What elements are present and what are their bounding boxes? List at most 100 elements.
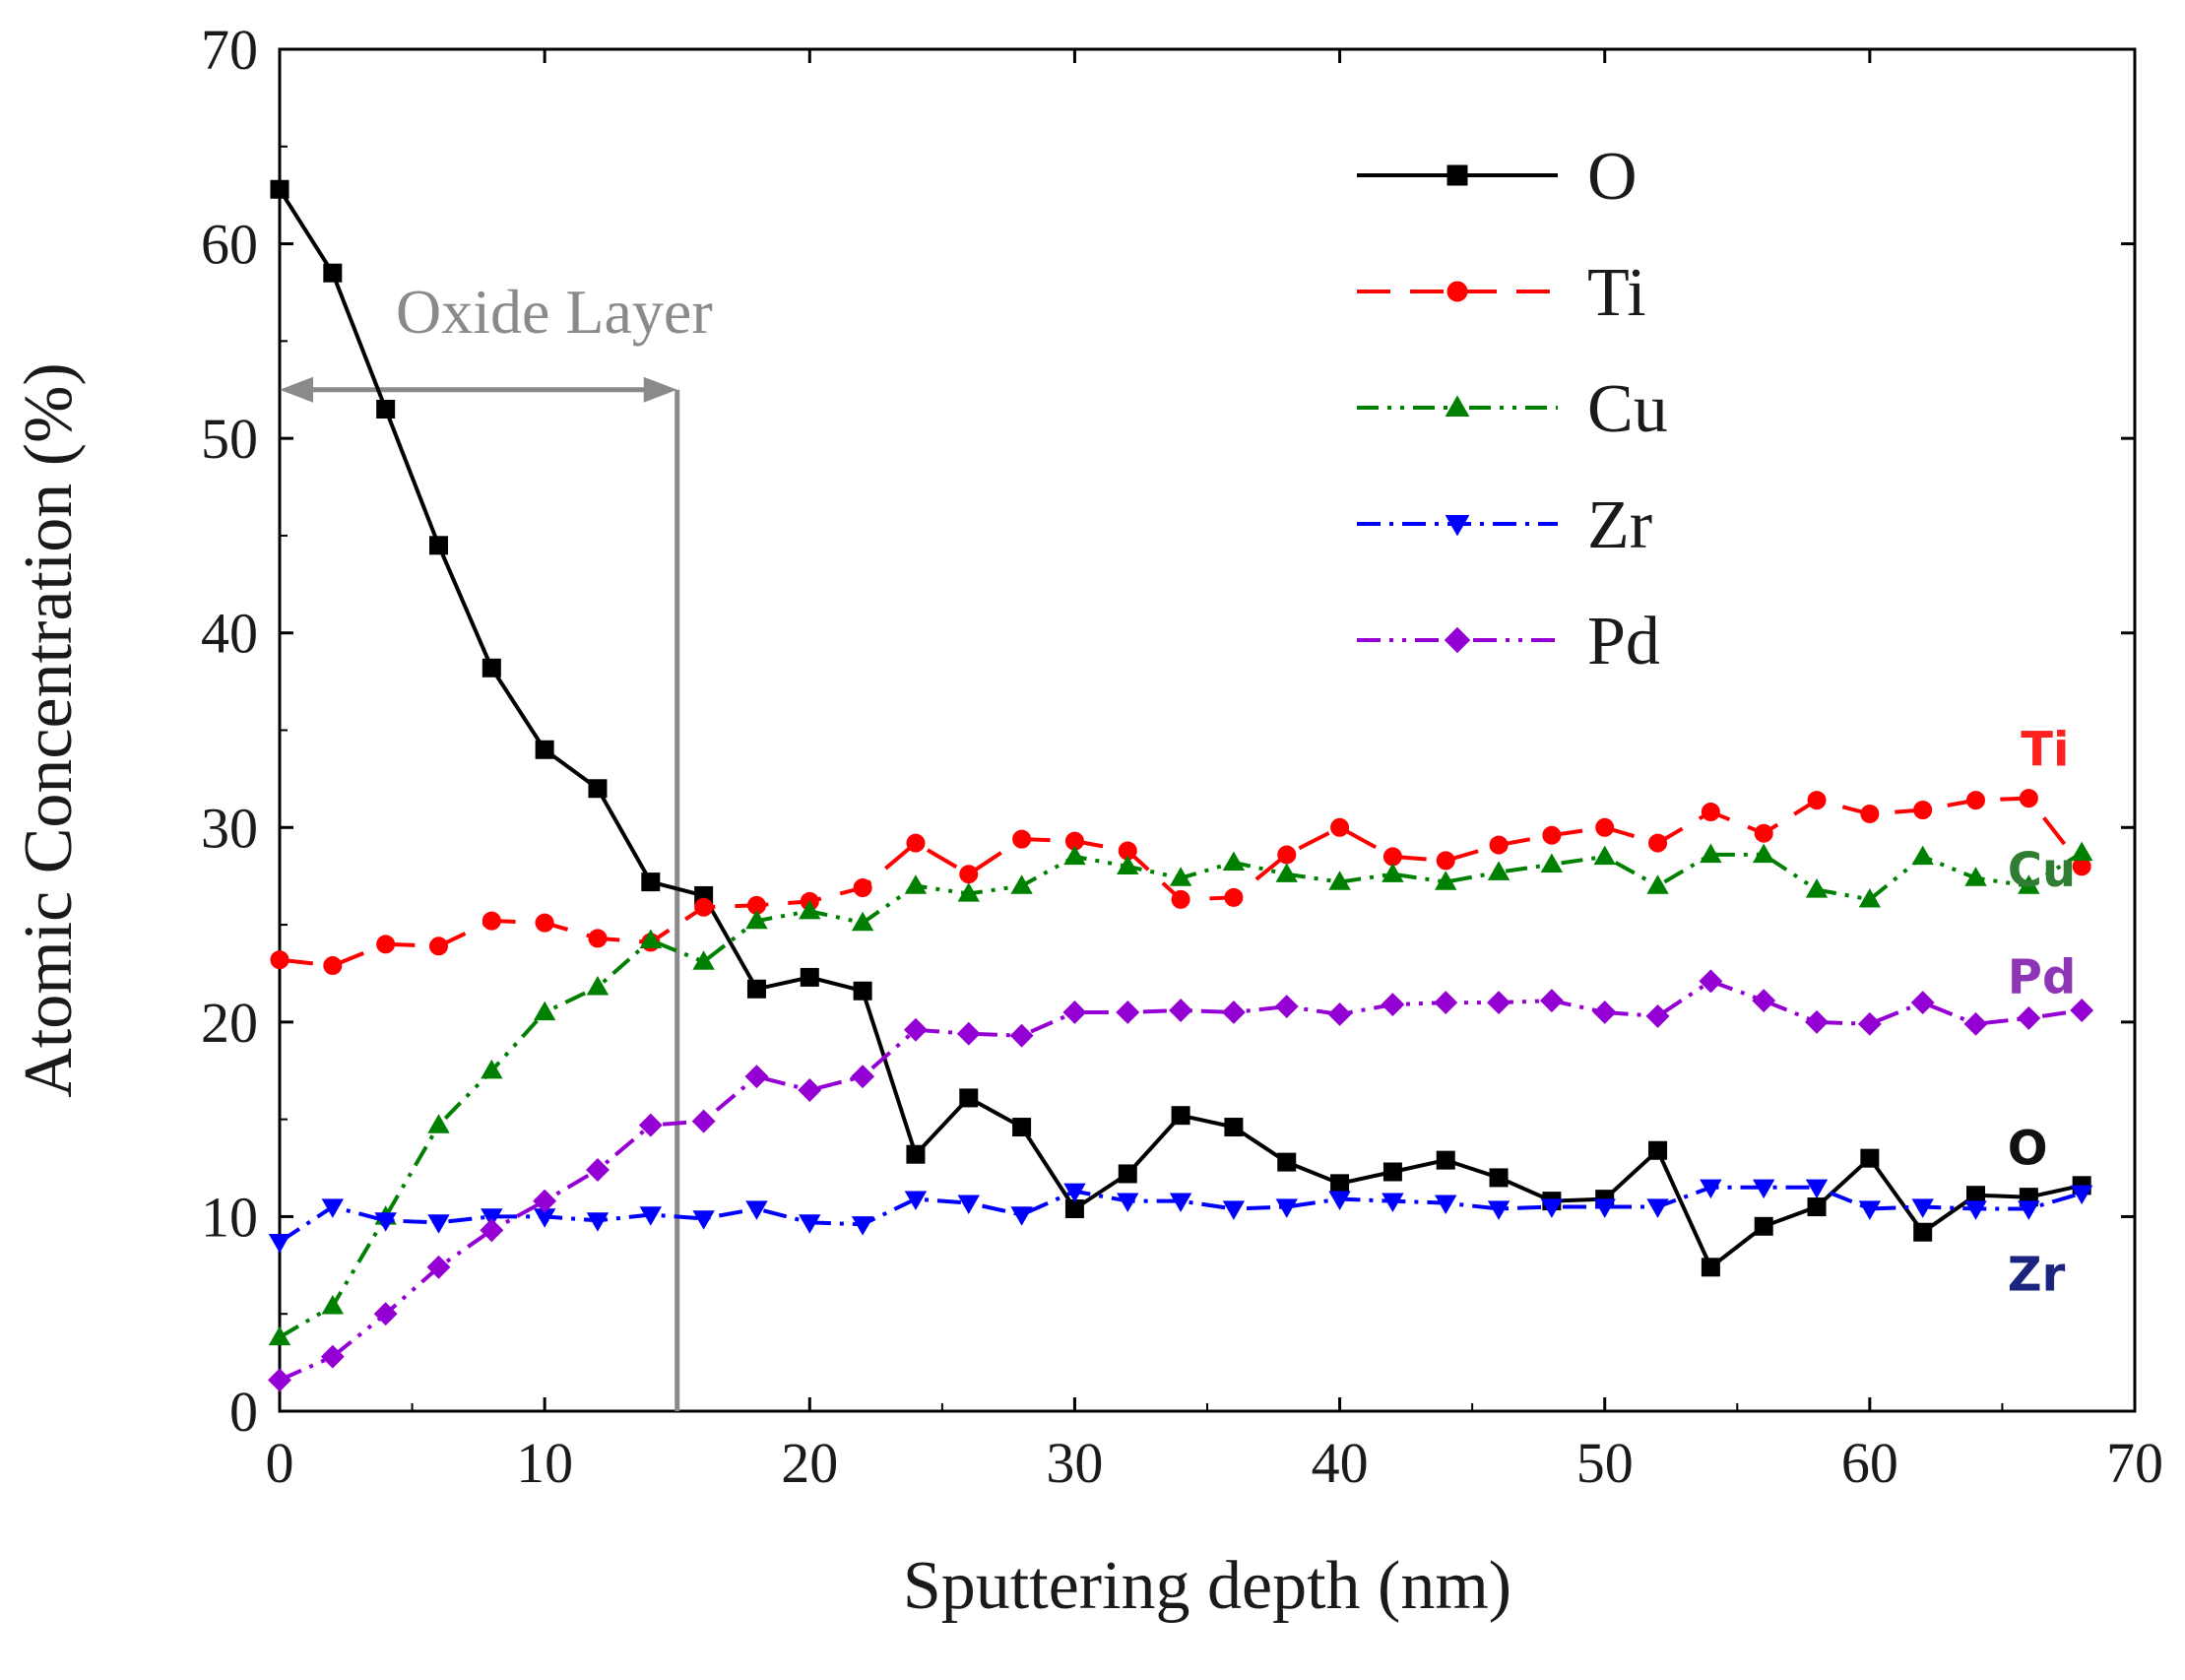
data-point-ti	[535, 913, 554, 933]
y-tick-label: 70	[201, 18, 258, 82]
y-tick-label: 50	[201, 407, 258, 471]
oxide-layer-arrowhead-left	[280, 376, 313, 403]
end-label-pd: Pd	[2008, 949, 2077, 1004]
data-point-cu	[851, 911, 874, 932]
data-point-o	[588, 779, 608, 799]
axis-ticks: 0 10 20 30 40 50 60 70 0 10 20 30 40 50 60 70	[201, 18, 2163, 1495]
data-point-o	[376, 400, 396, 420]
data-point-legend-pd	[1444, 626, 1471, 654]
series-pd	[268, 969, 2094, 1392]
data-point-cu	[1752, 843, 1775, 864]
data-point-cu	[586, 975, 610, 996]
data-point-cu	[1805, 878, 1829, 898]
data-point-ti	[1701, 802, 1720, 821]
data-point-o	[853, 981, 872, 1001]
data-point-ti	[376, 935, 396, 954]
data-point-cu	[1010, 874, 1033, 894]
data-point-zr	[904, 1191, 928, 1211]
data-point-ti	[1012, 829, 1032, 849]
data-point-cu	[1222, 851, 1246, 871]
data-point-zr	[1328, 1191, 1351, 1211]
data-point-pd	[1327, 1002, 1352, 1026]
data-point-cu	[268, 1325, 291, 1346]
data-point-zr	[1435, 1195, 1457, 1214]
data-point-cu	[1169, 867, 1192, 886]
data-point-zr	[799, 1214, 821, 1234]
data-point-cu	[1275, 863, 1298, 882]
data-point-pd	[1009, 1023, 1034, 1048]
data-point-o	[323, 263, 343, 283]
data-point-cu	[481, 1059, 503, 1079]
data-point-zr	[1010, 1206, 1033, 1226]
data-point-o	[641, 872, 661, 892]
data-point-pd	[744, 1065, 769, 1089]
data-point-pd	[1592, 1001, 1617, 1024]
plot-frame	[278, 47, 2137, 1413]
data-point-zr	[1275, 1198, 1298, 1218]
data-point-pd	[1699, 969, 1723, 994]
data-point-legend-zr	[1445, 515, 1470, 537]
data-point-legend-o	[1446, 164, 1468, 186]
oxide-layer-annotation: Oxide Layer	[280, 277, 713, 1411]
data-point-o	[1277, 1152, 1297, 1172]
data-point-ti	[2019, 789, 2038, 808]
data-point-cu	[799, 899, 821, 920]
data-point-ti	[323, 956, 343, 976]
data-point-pd	[2070, 999, 2094, 1022]
legend-label-ti: Ti	[1587, 255, 1646, 331]
data-point-o	[1224, 1118, 1244, 1137]
data-point-ti	[270, 950, 289, 970]
y-tick-label: 30	[201, 796, 258, 860]
data-point-o	[1648, 1140, 1668, 1160]
data-point-pd	[586, 1158, 610, 1182]
data-point-cu	[1911, 845, 1934, 866]
y-tick-label: 0	[229, 1380, 258, 1444]
oxide-layer-arrowhead-right	[643, 376, 677, 403]
y-tick-label: 20	[201, 991, 258, 1055]
data-point-pd	[956, 1021, 981, 1046]
data-point-ti	[906, 833, 926, 853]
data-point-pd	[1805, 1009, 1829, 1034]
data-point-ti	[1754, 823, 1773, 843]
end-label-zr: Zr	[2008, 1248, 2066, 1303]
legend-label-o: O	[1587, 139, 1638, 215]
end-label-o: O	[2008, 1121, 2048, 1176]
data-point-zr	[692, 1210, 715, 1230]
data-point-cu	[1063, 845, 1086, 866]
data-point-pd	[1434, 991, 1458, 1015]
data-point-zr	[2018, 1200, 2040, 1220]
x-tick-label: 40	[1312, 1431, 1369, 1495]
data-point-zr	[321, 1198, 345, 1218]
data-point-zr	[1593, 1198, 1616, 1218]
data-point-ti	[588, 929, 608, 948]
data-point-ti	[1595, 817, 1615, 837]
data-point-o	[1012, 1118, 1032, 1137]
data-point-zr	[1700, 1179, 1722, 1199]
x-tick-label: 20	[781, 1431, 838, 1495]
legend-item-cu: Cu	[1357, 371, 1668, 447]
data-point-cu	[1487, 861, 1510, 880]
data-point-zr	[1063, 1183, 1086, 1203]
data-point-pd	[1169, 999, 1193, 1022]
data-point-zr	[374, 1212, 397, 1232]
data-point-zr	[639, 1206, 663, 1226]
data-point-pd	[1963, 1011, 1988, 1036]
data-point-pd	[1752, 989, 1776, 1013]
data-point-pd	[533, 1189, 557, 1213]
data-point-cu	[904, 874, 928, 894]
data-point-cu	[1700, 843, 1722, 864]
data-point-pd	[1274, 995, 1299, 1019]
data-point-ti	[1171, 889, 1190, 909]
data-point-o	[1860, 1148, 1880, 1168]
data-point-zr	[1382, 1193, 1404, 1212]
data-point-zr	[268, 1233, 291, 1254]
data-point-zr	[1964, 1200, 1987, 1220]
data-point-o	[1064, 1199, 1084, 1219]
data-point-o	[1330, 1174, 1350, 1194]
data-point-pd	[1062, 1001, 1087, 1024]
data-point-ti	[482, 911, 501, 931]
data-point-o	[1754, 1216, 1773, 1236]
series-zr	[268, 1179, 2093, 1254]
data-point-pd	[1910, 991, 1935, 1015]
data-point-cu	[639, 929, 663, 949]
